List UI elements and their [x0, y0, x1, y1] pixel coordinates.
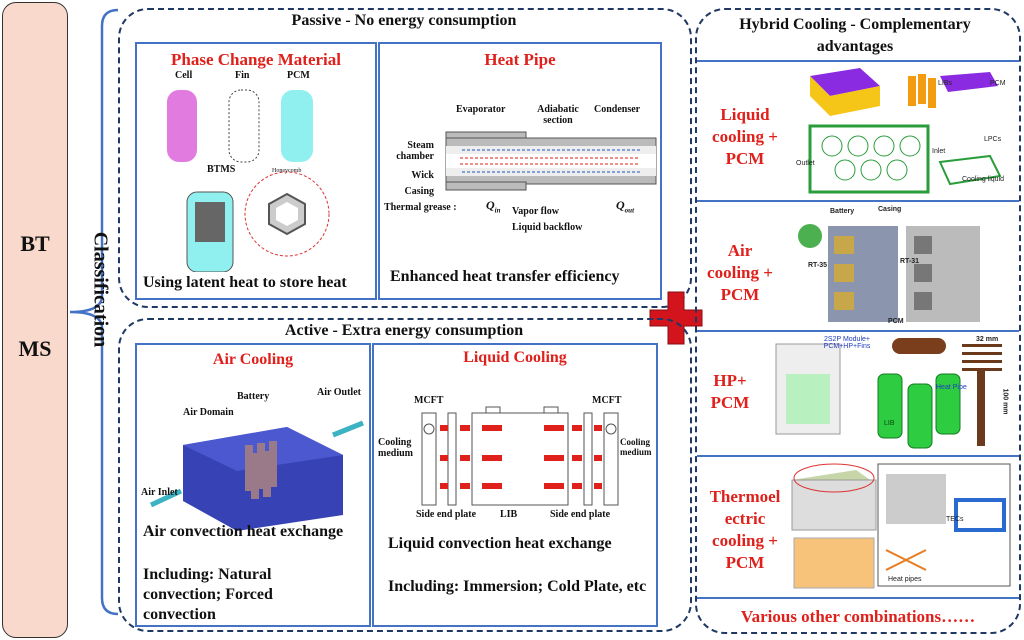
fig-tecs-label: TECs — [946, 516, 964, 523]
fig-battery-label: Battery — [830, 208, 855, 215]
classification-label: Classification — [89, 231, 112, 348]
liquid-pcm-illustration — [808, 68, 1002, 194]
pcm-illustration — [167, 89, 330, 272]
pcm-caption: Using latent heat to store heat — [143, 274, 347, 291]
fig-libs-label: LIBs — [938, 80, 953, 87]
active-group — [118, 318, 692, 632]
btms-root-box: BT MS — [2, 2, 68, 638]
thermoelectric-pcm-illustration — [791, 463, 1011, 589]
air-outlet-label: Air Outlet — [317, 387, 361, 398]
fig-casing-label: Casing — [878, 206, 902, 213]
fig-100mm-label: 100 mm — [1001, 388, 1009, 415]
fig-heat-pipe-label: Heat Pipe — [936, 384, 967, 391]
cooling-medium-left: Cooling medium — [378, 437, 413, 459]
air-cooling-panel: Air Cooling Battery Air Domain Air Outle… — [135, 343, 371, 627]
q-in-subscript: in — [494, 206, 501, 215]
q-out-subscript: out — [624, 206, 635, 215]
fig-inlet-label: Inlet — [932, 148, 946, 155]
hybrid-divider — [697, 597, 1019, 599]
adiabatic-label: Adiabatic section — [537, 104, 579, 126]
pcm-btms-label: BTMS — [207, 164, 236, 175]
hybrid-footer: Various other combinations…… — [740, 607, 976, 626]
heat-pipe-panel: Heat Pipe Evaporator Adiabatic section C… — [378, 42, 662, 300]
fig-lpcs-label: LPCs — [984, 136, 1002, 143]
casing-label: Casing — [404, 186, 434, 197]
q-out-label: Qout — [616, 198, 634, 214]
fig-heat-pipes-label: Heat pipes — [888, 576, 922, 583]
q-in-label: Qin — [486, 198, 501, 214]
hybrid-row-liquid-pcm: Liquid cooling + PCM — [712, 105, 778, 168]
hybrid-row-te-pcm: Thermoel ectric cooling + PCM — [709, 487, 781, 572]
liquid-cooling-title: Liquid Cooling — [463, 349, 567, 366]
fig-lib-label: LIB — [884, 420, 895, 427]
mcft-right-label: MCFT — [592, 395, 622, 406]
pcm-honeycomb-label: Honeycomb — [272, 168, 302, 174]
mcft-left-label: MCFT — [414, 395, 444, 406]
pcm-title: Phase Change Material — [171, 50, 341, 69]
liquid-cooling-panel: Liquid Cooling MCFT MCFT Cooling medium … — [372, 343, 658, 627]
air-pcm-illustration — [798, 224, 980, 322]
hybrid-row-air-pcm: Air cooling + PCM — [707, 241, 773, 304]
hybrid-divider — [697, 455, 1019, 457]
hybrid-divider — [697, 330, 1019, 332]
q-out-symbol: Q — [616, 198, 625, 212]
pcm-fin-label: Fin — [235, 70, 250, 81]
pcm-panel: Phase Change Material Cell Fin PCM BTMS … — [135, 42, 377, 300]
battery-label: Battery — [237, 391, 270, 402]
thermal-grease-label: Thermal grease : — [384, 202, 457, 213]
passive-group — [118, 8, 692, 308]
hybrid-divider — [697, 200, 1019, 202]
liquid-including: Including: Immersion; Cold Plate, etc — [388, 578, 647, 595]
heat-pipe-title: Heat Pipe — [484, 50, 556, 69]
fig-2s2p-label: 2S2P Module+ PCM+HP+Fins — [823, 336, 871, 350]
air-cooling-title: Air Cooling — [212, 351, 294, 368]
root-line1: BT — [20, 231, 50, 256]
air-cooling-illustration — [149, 420, 364, 531]
passive-title: Passive - No energy consumption — [291, 12, 517, 29]
root-line2: MS — [18, 336, 52, 361]
vapor-flow-legend: Vapor flow — [512, 206, 559, 217]
liquid-backflow-legend: Liquid backflow — [512, 222, 583, 233]
condenser-label: Condenser — [594, 104, 641, 115]
liquid-caption: Liquid convection heat exchange — [388, 535, 612, 552]
pcm-pcm-label: PCM — [287, 70, 310, 81]
active-title: Active - Extra energy consumption — [284, 322, 524, 339]
side-end-plate-right: Side end plate — [550, 509, 611, 520]
hp-pcm-illustration — [775, 338, 1002, 449]
side-end-plate-left: Side end plate — [416, 509, 477, 520]
cooling-medium-right: Cooling medium — [620, 437, 652, 457]
hybrid-row-hp-pcm: HP+ PCM — [710, 371, 750, 412]
wick-label: Wick — [411, 170, 434, 181]
hybrid-title: Hybrid Cooling - Complementary advantage… — [739, 16, 971, 55]
hybrid-group — [695, 8, 1021, 634]
fig-cooling-liquid-label: Cooling liquid — [962, 176, 1005, 183]
air-inlet-label: Air Inlet — [141, 487, 178, 498]
liquid-cooling-illustration — [421, 406, 619, 506]
air-domain-label: Air Domain — [183, 407, 234, 418]
fig-pcm-label: PCM — [990, 80, 1006, 87]
air-caption: Air convection heat exchange — [143, 523, 344, 540]
heat-pipe-caption: Enhanced heat transfer efficiency — [390, 268, 620, 285]
hybrid-divider — [697, 60, 1019, 62]
evaporator-label: Evaporator — [456, 104, 506, 115]
q-in-symbol: Q — [486, 198, 495, 212]
heat-pipe-illustration — [445, 131, 657, 191]
air-including: Including: Natural convection; Forced co… — [143, 566, 273, 623]
fig-rt35-label: RT-35 — [808, 262, 828, 269]
lib-label: LIB — [500, 509, 518, 520]
fig-rt31-label: RT-31 — [900, 258, 920, 265]
steam-chamber-label: Steam chamber — [396, 140, 434, 162]
fig-outlet-label: Outlet — [796, 160, 815, 167]
classification-brace — [69, 8, 119, 616]
fig-pcm-air-label: PCM — [888, 318, 904, 325]
fig-32mm-label: 32 mm — [976, 336, 999, 343]
pcm-cell-label: Cell — [175, 70, 193, 81]
